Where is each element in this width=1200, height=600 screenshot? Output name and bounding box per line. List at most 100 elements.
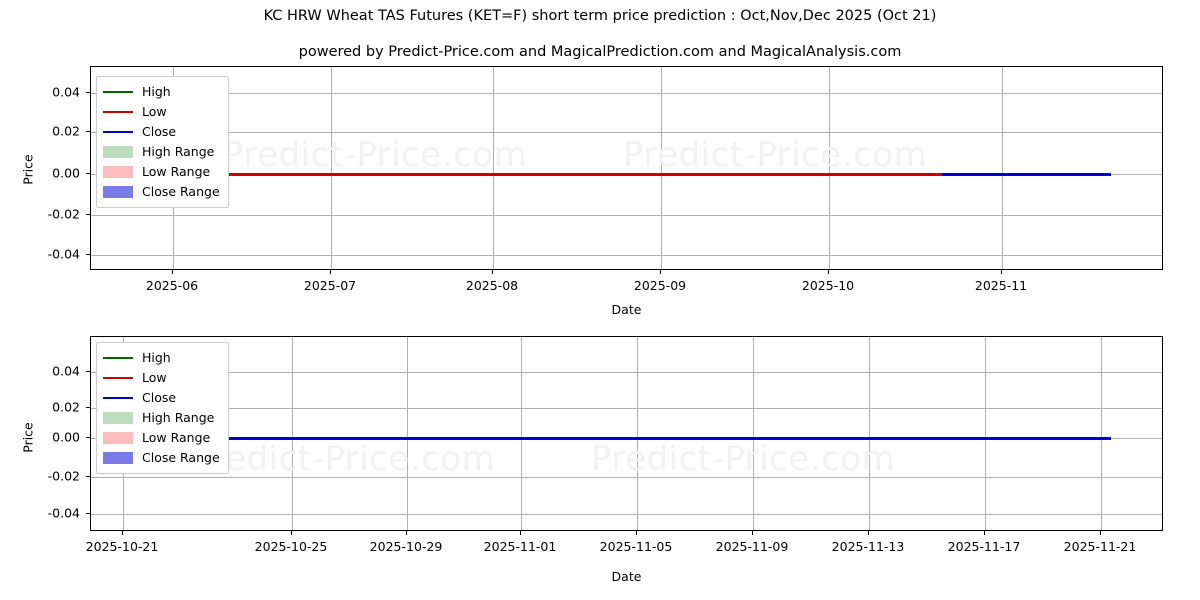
y-tick-mark: [86, 92, 90, 93]
x-tick-mark: [492, 270, 493, 274]
legend-line-swatch: [103, 397, 133, 399]
chart-bottom-x-axis-label: Date: [611, 569, 642, 584]
y-tick-label: 0.02: [52, 123, 80, 139]
gridline-horizontal: [91, 215, 1162, 216]
data-line-close: [942, 172, 1111, 176]
gridline-vertical: [521, 337, 522, 530]
legend-entry: Close Range: [103, 448, 220, 468]
legend-label: High Range: [142, 409, 215, 425]
y-tick-label: -0.04: [47, 505, 80, 521]
x-tick-label: 2025-11-01: [483, 539, 557, 554]
gridline-horizontal: [91, 372, 1162, 373]
legend-patch-swatch: [103, 186, 133, 198]
x-tick-label: 2025-10-29: [369, 539, 443, 554]
legend-entry: High Range: [103, 408, 220, 428]
y-tick-label: 0.04: [52, 84, 80, 100]
gridline-horizontal: [91, 477, 1162, 478]
chart-top-legend: High Low Close High Range Low Range Close Ran…: [96, 76, 229, 208]
y-tick-label: -0.04: [47, 246, 80, 262]
gridline-vertical: [753, 337, 754, 530]
y-tick-label: -0.02: [47, 468, 80, 484]
x-tick-mark: [520, 531, 521, 535]
legend-label: Low: [142, 103, 167, 119]
legend-line-swatch: [103, 377, 133, 379]
gridline-vertical: [331, 67, 332, 269]
y-tick-label: 0.04: [52, 363, 80, 379]
x-tick-label: 2025-10-25: [254, 539, 328, 554]
legend-entry: Close Range: [103, 182, 220, 202]
y-tick-mark: [86, 407, 90, 408]
chart-bottom-legend: High Low Close High Range Low Range Close Ran…: [96, 342, 229, 474]
data-line-low: [151, 172, 942, 176]
legend-line-swatch: [103, 91, 133, 93]
legend-line-swatch: [103, 111, 133, 113]
legend-label: Close Range: [142, 183, 220, 199]
gridline-vertical: [661, 67, 662, 269]
y-tick-label: 0.00: [52, 165, 80, 181]
legend-label: Close Range: [142, 449, 220, 465]
gridline-vertical: [869, 337, 870, 530]
gridline-vertical: [829, 67, 830, 269]
x-tick-mark: [660, 270, 661, 274]
legend-entry: Low Range: [103, 162, 220, 182]
x-tick-mark: [636, 531, 637, 535]
chart-bottom-y-axis-label: Price: [20, 422, 36, 453]
chart-bottom-plot-area: Predict-Price.com Predict-Price.com: [90, 336, 1163, 531]
y-tick-mark: [86, 214, 90, 215]
gridline-vertical: [637, 337, 638, 530]
legend-patch-swatch: [103, 432, 133, 444]
y-tick-mark: [86, 371, 90, 372]
data-line-close: [229, 436, 1111, 440]
legend-label: Low: [142, 369, 167, 385]
y-tick-label: -0.02: [47, 206, 80, 222]
legend-entry: High Range: [103, 142, 220, 162]
gridline-vertical: [985, 337, 986, 530]
legend-entry: Low: [103, 368, 220, 388]
legend-entry: Close: [103, 388, 220, 408]
legend-patch-swatch: [103, 412, 133, 424]
legend-entry: Low: [103, 102, 220, 122]
legend-patch-swatch: [103, 166, 133, 178]
x-tick-mark: [1001, 270, 1002, 274]
legend-patch-swatch: [103, 146, 133, 158]
y-tick-mark: [86, 476, 90, 477]
legend-line-swatch: [103, 357, 133, 359]
y-tick-mark: [86, 254, 90, 255]
legend-line-swatch: [103, 131, 133, 133]
x-tick-mark: [172, 270, 173, 274]
x-tick-label: 2025-10-21: [85, 539, 159, 554]
gridline-vertical: [292, 337, 293, 530]
x-tick-mark: [1100, 531, 1101, 535]
y-tick-mark: [86, 173, 90, 174]
x-tick-label: 2025-11: [974, 278, 1028, 293]
legend-patch-swatch: [103, 452, 133, 464]
gridline-vertical: [1101, 337, 1102, 530]
chart-top-x-axis-label: Date: [611, 302, 642, 317]
y-tick-label: 0.00: [52, 429, 80, 445]
gridline-horizontal: [91, 408, 1162, 409]
y-tick-mark: [86, 437, 90, 438]
legend-label: Low Range: [142, 163, 211, 179]
x-tick-label: 2025-11-17: [947, 539, 1021, 554]
x-tick-mark: [752, 531, 753, 535]
x-tick-label: 2025-07: [303, 278, 357, 293]
legend-label: Close: [142, 389, 177, 405]
y-tick-mark: [86, 131, 90, 132]
y-tick-label: 0.02: [52, 399, 80, 415]
x-tick-mark: [330, 270, 331, 274]
gridline-horizontal: [91, 514, 1162, 515]
legend-label: High Range: [142, 143, 215, 159]
legend-entry: High: [103, 82, 220, 102]
gridline-vertical: [407, 337, 408, 530]
figure-subtitle: powered by Predict-Price.com and Magical…: [298, 44, 902, 60]
x-tick-label: 2025-08: [465, 278, 519, 293]
x-tick-label: 2025-11-13: [831, 539, 905, 554]
gridline-vertical: [493, 67, 494, 269]
legend-entry: Low Range: [103, 428, 220, 448]
chart-top-y-axis-label: Price: [20, 154, 36, 185]
x-tick-mark: [122, 531, 123, 535]
x-tick-label: 2025-11-21: [1063, 539, 1137, 554]
y-tick-mark: [86, 513, 90, 514]
legend-label: Low Range: [142, 429, 211, 445]
